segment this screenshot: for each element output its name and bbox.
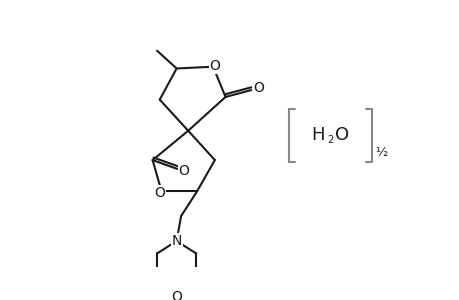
Text: O: O <box>209 59 220 73</box>
Text: ½: ½ <box>374 146 386 160</box>
Text: O: O <box>252 81 263 95</box>
Text: O: O <box>154 186 165 200</box>
Text: O: O <box>171 290 182 300</box>
Text: N: N <box>171 234 181 248</box>
Text: O: O <box>334 126 348 144</box>
Text: 2: 2 <box>326 135 332 145</box>
Text: H: H <box>311 126 325 144</box>
Text: O: O <box>178 164 189 178</box>
